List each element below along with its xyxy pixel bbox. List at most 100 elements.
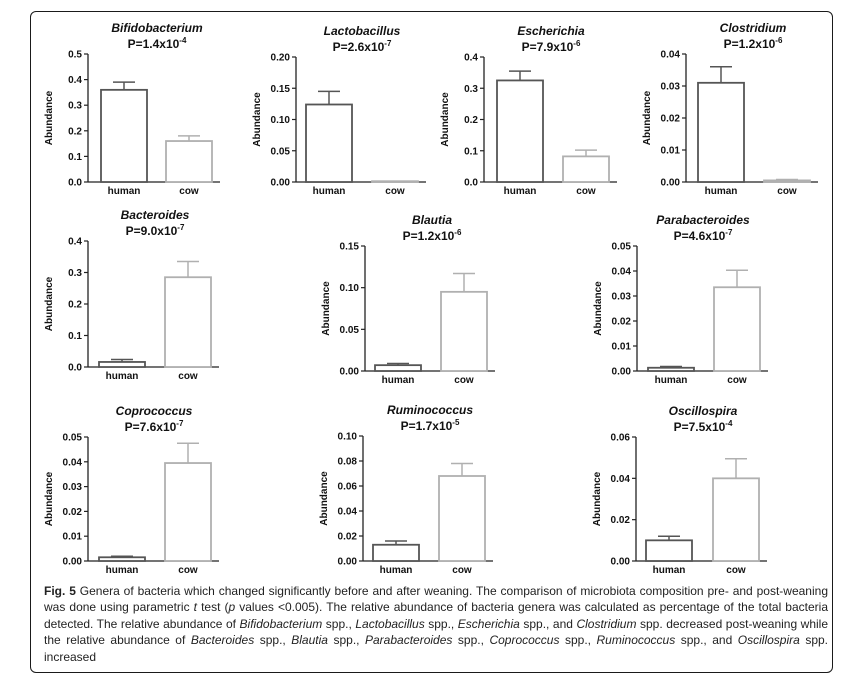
caption-segment: spp., and [675,633,738,648]
caption-segment: spp., [327,633,365,648]
y-tick-label: 0.00 [661,178,681,189]
x-category-label: cow [179,186,199,197]
p-value-exponent: -7 [176,419,184,428]
p-value: P=7.9x10-6 [522,39,581,54]
p-value-exponent: -6 [775,36,783,45]
p-value-exponent: -7 [725,228,733,237]
bar-human [372,543,420,562]
bar-human [647,366,695,372]
bar-cow [164,462,212,562]
chart-title: Parabacteroides [656,213,750,227]
y-tick-label: 0.00 [338,557,358,568]
y-tick-label: 0.3 [464,84,478,95]
y-tick-label: 0.1 [68,331,82,342]
y-axis-label: Abundance [44,90,55,145]
y-tick-label: 0.10 [340,283,360,294]
y-tick-label: 0.05 [271,146,291,157]
caption-segment: Genera of bacteria which changed signifi… [44,584,828,615]
y-tick-label: 0.0 [68,178,82,189]
y-tick-label: 0.02 [611,515,631,526]
p-value-exponent: -6 [454,228,462,237]
caption-segment: Bifidobacterium [239,616,323,631]
caption-segment: spp., [424,616,458,631]
caption-segment: spp., [559,633,597,648]
y-tick-label: 0.06 [611,433,631,444]
figure-caption: Fig. 5 Genera of bacteria which changed … [44,583,828,665]
y-tick-label: 0.10 [338,432,358,443]
chart-title: Clostridium [720,21,787,35]
x-category-label: cow [777,186,797,197]
y-tick-label: 0.2 [68,300,82,311]
y-tick-label: 0.15 [271,84,291,95]
x-category-label: cow [726,565,746,576]
chart-title: Coprococcus [116,404,193,418]
x-category-label: human [313,186,346,197]
bar-cow [164,276,212,368]
p-value-base: P=1.2x10 [403,229,455,243]
p-value-base: P=1.4x10 [128,37,180,51]
x-category-label: cow [727,375,747,386]
caption-segment: Bacteroides [190,633,255,648]
bar-cow [438,475,486,562]
y-tick-label: 0.00 [340,367,360,378]
bar-chart-oscillospira: OscillospiraP=7.5x10-40.000.020.040.06Ab… [592,404,767,576]
y-tick-label: 0.0 [68,363,82,374]
p-value: P=7.5x10-4 [674,419,733,434]
x-category-label: cow [576,186,596,197]
p-value-base: P=7.6x10 [125,420,177,434]
y-tick-label: 0.00 [611,557,631,568]
y-tick-label: 0.3 [68,268,82,279]
caption-segment: p [228,600,236,615]
y-tick-label: 0.3 [68,101,82,112]
y-tick-label: 0.00 [63,557,83,568]
p-value: P=1.2x10-6 [724,36,783,51]
y-axis-label: Abundance [319,471,330,526]
bar-chart-bacteroides: BacteroidesP=9.0x10-70.00.10.20.30.4Abun… [44,208,219,382]
chart-grid: BifidobacteriumP=1.4x10-40.00.10.20.30.4… [44,21,818,576]
caption-segment: spp., [452,633,490,648]
caption-segment: Parabacteroides [365,633,453,648]
y-tick-label: 0.2 [464,115,478,126]
p-value-base: P=7.9x10 [522,40,574,54]
caption-segment: values <0.005). The relative abundance o… [44,600,828,631]
y-axis-label: Abundance [642,90,653,145]
y-axis-label: Abundance [321,281,332,336]
bar-cow [562,155,610,183]
y-tick-label: 0.04 [338,507,358,518]
y-tick-label: 0.05 [340,325,360,336]
y-tick-label: 0.02 [612,317,632,328]
caption-body: Genera of bacteria which changed signifi… [44,584,828,664]
p-value-exponent: -7 [177,223,185,232]
bar-chart-bifidobacterium: BifidobacteriumP=1.4x10-40.00.10.20.30.4… [44,21,220,197]
bar-chart-ruminococcus: RuminococcusP=1.7x10-50.000.020.040.060.… [319,403,493,576]
caption-segment: Clostridium [576,616,637,631]
p-value-base: P=4.6x10 [674,229,726,243]
y-tick-label: 0.0 [464,178,478,189]
bar-chart-lactobacillus: LactobacillusP=2.6x10-70.000.050.100.150… [252,24,426,197]
chart-title: Escherichia [517,24,585,38]
bar-cow [371,180,419,183]
y-tick-label: 0.20 [271,53,291,64]
bar-human [98,361,146,368]
caption-segment: t [193,600,198,615]
bar-cow [440,290,488,372]
y-tick-label: 0.02 [338,532,358,543]
caption-segment: spp., and [519,616,577,631]
x-category-label: human [382,375,415,386]
x-category-label: cow [385,186,405,197]
x-category-label: cow [178,565,198,576]
x-category-label: human [705,186,738,197]
chart-title: Oscillospira [669,404,738,418]
p-value-base: P=7.5x10 [674,420,726,434]
bar-human [496,79,544,183]
bar-human [374,364,422,372]
caption-segment: Lactobacillus [355,616,425,631]
bar-chart-blautia: BlautiaP=1.2x10-60.000.050.100.15Abundan… [321,213,495,386]
bar-chart-parabacteroides: ParabacteroidesP=4.6x10-70.000.010.020.0… [593,213,768,386]
y-tick-label: 0.05 [63,433,83,444]
x-category-label: human [653,565,686,576]
y-tick-label: 0.03 [63,482,83,493]
caption-segment: spp., [254,633,292,648]
y-tick-label: 0.1 [68,152,82,163]
p-value-exponent: -4 [725,419,733,428]
